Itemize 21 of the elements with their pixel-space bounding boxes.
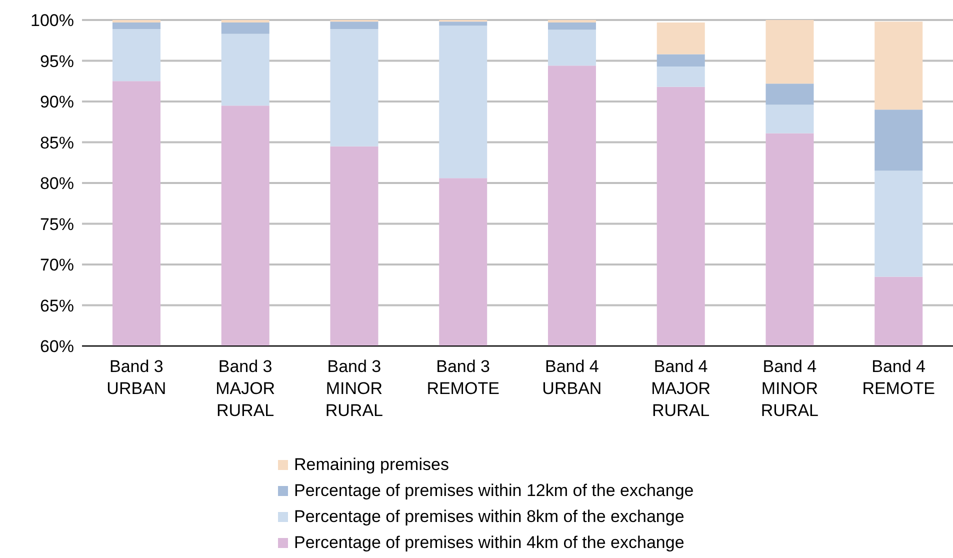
x-tick-label: Band 4 MINOR RURAL xyxy=(760,357,818,420)
x-tick-label: Band 4 REMOTE xyxy=(862,357,935,398)
x-tick-label: Band 3 MINOR RURAL xyxy=(325,357,383,420)
y-tick-label: 95% xyxy=(40,52,74,71)
legend-label: Remaining premises xyxy=(294,455,449,475)
y-tick-label: 80% xyxy=(40,174,74,194)
x-tick-label: Band 4 URBAN xyxy=(542,357,602,398)
y-tick-label: 70% xyxy=(40,256,74,275)
y-tick-label: 65% xyxy=(40,296,74,316)
y-tick-label: 75% xyxy=(40,214,74,234)
x-tick-label: Band 3 URBAN xyxy=(106,357,166,398)
y-tick-label: 100% xyxy=(30,11,74,30)
x-tick-label: Band 3 MAJOR RURAL xyxy=(216,357,276,420)
legend-label: Percentage of premises within 8km of the exchange xyxy=(294,507,684,527)
x-tick-label: Band 4 MAJOR RURAL xyxy=(651,357,711,420)
legend-label: Percentage of premises within 4km of the exchange xyxy=(294,533,684,553)
x-tick-label: Band 3 REMOTE xyxy=(426,357,500,398)
legend-label: Percentage of premises within 12km of the exchange xyxy=(294,481,694,501)
y-tick-label: 85% xyxy=(40,133,74,152)
y-tick-label: 60% xyxy=(40,337,74,356)
y-tick-label: 90% xyxy=(40,92,74,112)
